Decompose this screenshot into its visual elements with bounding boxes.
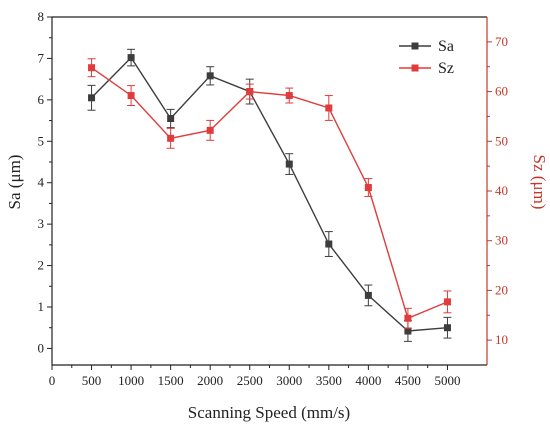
sz-point <box>246 88 254 96</box>
sz-series-line <box>91 67 448 320</box>
y-left-tick-label: 1 <box>38 299 45 314</box>
sz-point <box>364 184 372 192</box>
sa-point <box>127 54 135 62</box>
y-right-tick-label: 60 <box>495 84 508 99</box>
x-tick-label: 1500 <box>158 373 184 388</box>
x-tick-label: 4000 <box>355 373 381 388</box>
legend-sa-marker <box>411 42 419 50</box>
x-tick-label: 5000 <box>434 373 460 388</box>
x-tick-label: 3500 <box>316 373 342 388</box>
legend-sz-marker <box>411 64 419 72</box>
y-axis-right-title: Sz (μm) <box>530 155 549 210</box>
x-tick-label: 500 <box>82 373 102 388</box>
y-right-tick-label: 30 <box>495 233 508 248</box>
sz-point <box>285 92 293 100</box>
x-tick-label: 4500 <box>395 373 421 388</box>
y-left-tick-label: 8 <box>38 9 45 24</box>
y-left-tick-label: 5 <box>38 133 45 148</box>
y-left-tick-label: 0 <box>38 340 45 355</box>
sa-point <box>404 327 412 335</box>
y-right-tick-label: 10 <box>495 332 508 347</box>
y-left-tick-label: 3 <box>38 216 45 231</box>
y-left-tick-label: 4 <box>38 175 45 190</box>
sz-point <box>88 64 96 72</box>
x-tick-label: 2000 <box>197 373 223 388</box>
y-right-tick-label: 40 <box>495 183 508 198</box>
y-right-tick-label: 70 <box>495 34 508 49</box>
sa-point <box>206 72 214 80</box>
legend-sz-label: Sz <box>438 60 454 77</box>
sz-point <box>206 126 214 134</box>
y-left-tick-label: 6 <box>38 92 45 107</box>
x-tick-label: 2500 <box>237 373 263 388</box>
axes: 0 500 1000 1500 2000 2500 3000 3500 4000 4500 5000… <box>38 9 509 388</box>
y-right-tick-label: 20 <box>495 282 508 297</box>
sa-point <box>364 291 372 299</box>
y-right-tick-label: 50 <box>495 133 508 148</box>
chart-marks <box>87 48 452 342</box>
x-tick-label: 1000 <box>118 373 144 388</box>
sz-point <box>443 298 451 306</box>
y-left-tick-label: 7 <box>38 50 45 65</box>
sz-point <box>325 104 333 112</box>
x-tick-label: 0 <box>49 373 56 388</box>
x-axis-title: Scanning Speed (mm/s) <box>188 403 350 422</box>
sa-point <box>443 324 451 332</box>
legend: Sa Sz <box>399 38 454 77</box>
legend-sa-label: Sa <box>438 38 454 55</box>
sa-point <box>285 160 293 168</box>
sa-point <box>167 115 175 122</box>
sz-point <box>167 134 175 142</box>
sa-point <box>88 94 96 102</box>
y-left-tick-label: 2 <box>38 258 45 273</box>
sz-point <box>127 92 135 100</box>
sa-point <box>325 240 333 248</box>
y-axis-left-title: Sa (μm) <box>5 155 24 210</box>
sa-series-line <box>91 56 448 332</box>
sz-point <box>404 314 412 322</box>
x-tick-label: 3000 <box>276 373 302 388</box>
